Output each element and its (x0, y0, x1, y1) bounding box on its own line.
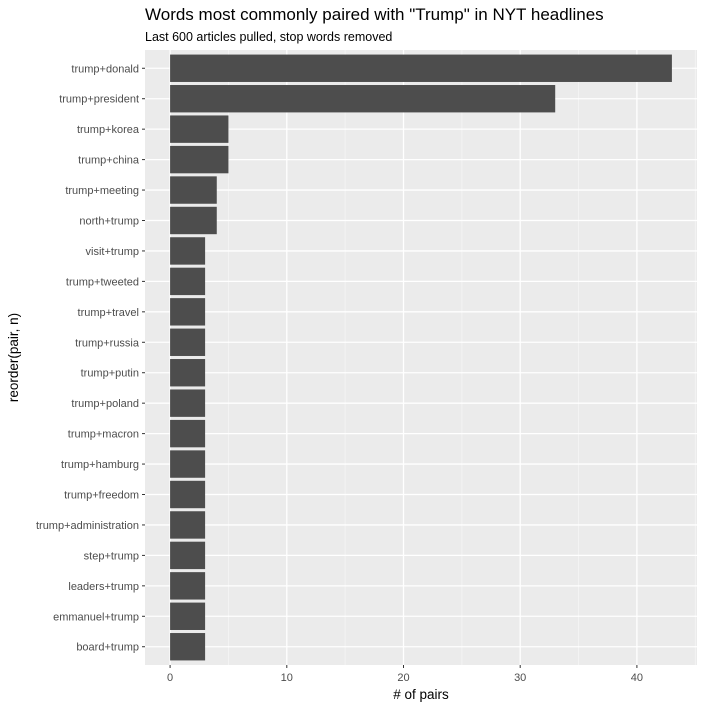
bar-trump+korea (170, 115, 229, 143)
y-tick-label: visit+trump (86, 246, 140, 258)
x-tick-label: 0 (167, 672, 173, 684)
bar-trump+meeting (170, 176, 217, 204)
y-tick-label: trump+travel (78, 307, 139, 319)
y-tick-label: trump+macron (68, 429, 139, 441)
bar-trump+macron (170, 419, 206, 448)
chart-subtitle: Last 600 articles pulled, stop words rem… (145, 30, 393, 44)
y-tick-label: trump+tweeted (66, 276, 139, 288)
x-axis-title: # of pairs (393, 687, 449, 702)
plot-panel (145, 50, 697, 665)
y-axis-labels: trump+donald trump+president trump+korea tr… (36, 63, 145, 654)
x-tick-label: 20 (397, 672, 409, 684)
y-tick-label: trump+china (78, 155, 140, 167)
bar-north+trump (170, 206, 217, 235)
y-tick-label: trump+donald (71, 63, 139, 75)
y-tick-label: trump+meeting (65, 185, 139, 197)
chart-title: Words most commonly paired with "Trump" … (145, 5, 604, 24)
bar-trump+travel (170, 298, 206, 326)
y-tick-label: trump+korea (77, 124, 140, 136)
bar-board+trump (170, 633, 206, 661)
y-tick-label: step+trump (84, 550, 139, 562)
bar-visit+trump (170, 237, 206, 265)
bar-trump+poland (170, 389, 206, 417)
y-tick-label: emmanuel+trump (53, 611, 139, 623)
bar-trump+putin (170, 359, 206, 387)
y-tick-label: trump+putin (81, 368, 139, 380)
bar-trump+russia (170, 328, 206, 356)
y-tick-label: trump+president (59, 94, 139, 106)
y-axis-title: reorder(pair, n) (6, 313, 21, 402)
bar-step+trump (170, 541, 206, 570)
bar-leaders+trump (170, 572, 206, 600)
x-tick-label: 10 (281, 672, 293, 684)
x-tick-label: 40 (631, 672, 643, 684)
y-tick-label: leaders+trump (68, 581, 139, 593)
bar-trump+freedom (170, 480, 206, 509)
y-tick-label: north+trump (79, 215, 139, 227)
bars (170, 54, 672, 661)
y-tick-label: trump+russia (75, 337, 140, 349)
bar-emmanuel+trump (170, 602, 206, 630)
y-tick-label: trump+freedom (64, 490, 139, 502)
y-tick-label: board+trump (76, 642, 139, 654)
bar-trump+china (170, 145, 229, 174)
bar-trump+tweeted (170, 267, 206, 296)
y-tick-label: trump+administration (36, 520, 139, 532)
bar-trump+president (170, 85, 556, 113)
bar-trump+hamburg (170, 450, 206, 478)
bar-trump+administration (170, 511, 206, 539)
y-tick-label: trump+poland (71, 398, 139, 410)
y-tick-label: trump+hamburg (61, 459, 139, 471)
bar-trump+donald (170, 54, 672, 82)
x-axis-labels: 0 10 20 30 40 (167, 665, 643, 684)
x-tick-label: 30 (514, 672, 526, 684)
